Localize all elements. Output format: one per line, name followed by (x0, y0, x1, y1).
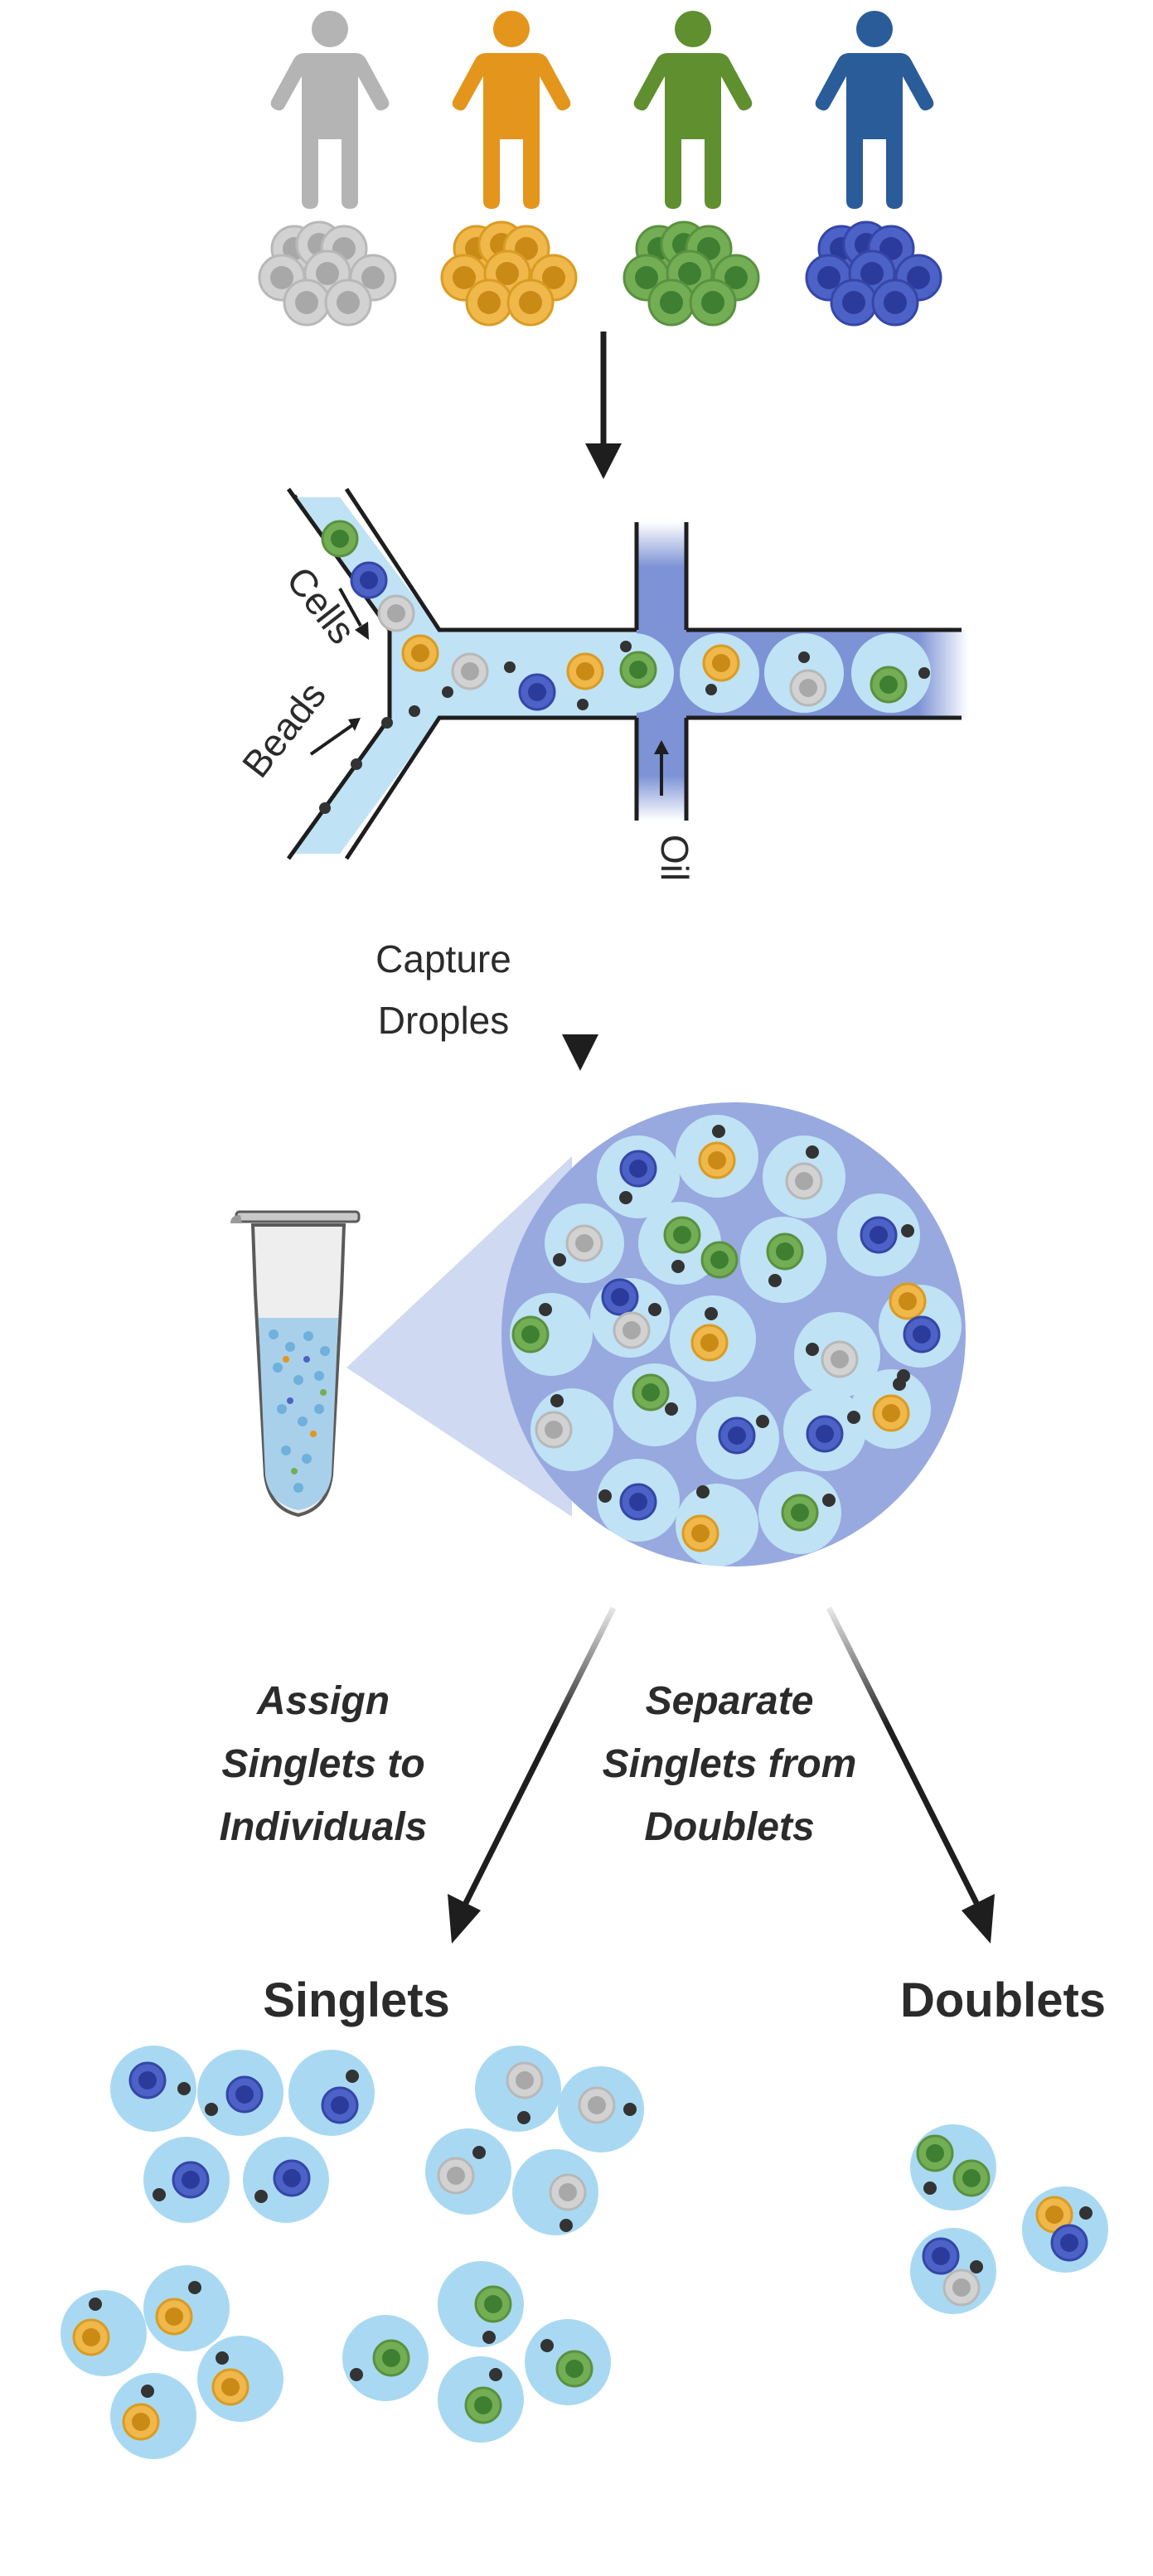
oil-label: Oil (653, 835, 696, 881)
person-orange-icon (452, 11, 571, 209)
singlets-orange-group (61, 2265, 283, 2459)
microfluidic-chip (286, 487, 968, 860)
cell-cluster-green (623, 220, 760, 327)
doublets-heading: Doublets (899, 1973, 1107, 2027)
cell-cluster-orange (440, 220, 578, 327)
singlets-green-group (342, 2261, 611, 2443)
singlets-heading: Singlets (263, 1973, 450, 2027)
tube-icon (230, 1210, 361, 1518)
separate-arrow (826, 1606, 981, 1908)
capture-label-line-2: Droples (377, 999, 510, 1042)
assign-label-line-2: Singlets to (221, 1742, 425, 1786)
separate-label-line-2: Singlets from (602, 1742, 857, 1786)
singlets-grey-group (425, 2046, 644, 2235)
beads-label: Beads (234, 674, 334, 786)
zoom-cone (346, 1156, 572, 1517)
capture-step-label: Capture Droples (344, 928, 543, 1051)
person-green-icon (633, 11, 753, 209)
zoom-droplets (501, 1102, 966, 1566)
assign-arrow (461, 1606, 617, 1908)
separate-label-line-3: Doublets (644, 1805, 815, 1849)
separate-label-line-1: Separate (645, 1679, 814, 1723)
assign-label-line-3: Individuals (219, 1805, 428, 1849)
person-blue-icon (815, 11, 934, 209)
assign-label-line-1: Assign (256, 1679, 390, 1723)
singlets-blue-group (110, 2046, 375, 2223)
separate-step-label: Separate Singlets from Doublets (572, 1670, 887, 1859)
assign-step-label: Assign Singlets to Individuals (174, 1670, 472, 1859)
doublets-group (910, 2124, 1108, 2314)
cell-cluster-grey (258, 220, 397, 327)
capture-label-line-1: Capture (375, 937, 511, 981)
individuals-row (270, 11, 934, 209)
cell-cluster-blue (805, 220, 942, 327)
person-grey-icon (270, 11, 390, 209)
